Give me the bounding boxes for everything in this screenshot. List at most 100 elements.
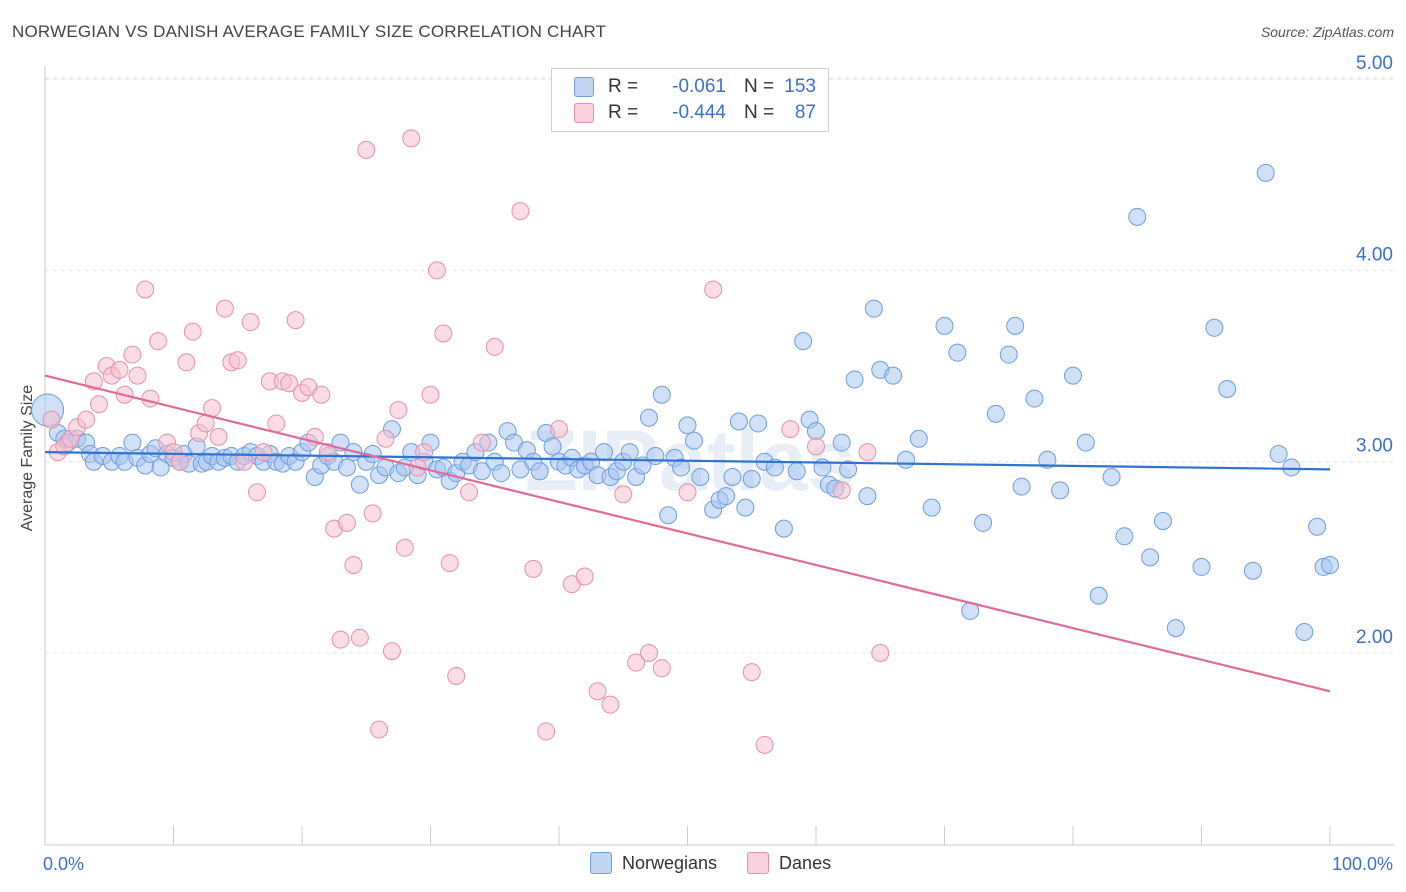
norwegians-point: [646, 446, 665, 465]
legend-r-value: -0.444: [672, 102, 726, 123]
legend-label-norwegians: Norwegians: [622, 852, 718, 873]
norwegians-point: [717, 487, 736, 506]
norwegians-point: [1064, 366, 1082, 385]
danes-point: [742, 663, 761, 682]
danes-point: [170, 452, 189, 471]
danes-point: [123, 345, 142, 364]
legend-row-norwegians: R = -0.061 N = 153: [574, 74, 816, 100]
norwegians-point: [350, 475, 369, 494]
danes-point: [627, 653, 646, 672]
danes-point: [331, 630, 350, 649]
norwegians-point: [1102, 468, 1121, 487]
x-tick-label-max: 100.0%: [1332, 854, 1393, 874]
norwegians-point: [1115, 527, 1134, 546]
danes-point: [832, 481, 851, 500]
norwegians-point: [1076, 433, 1095, 452]
norwegians-point: [1308, 517, 1327, 536]
x-tick-label-min: 0.0%: [43, 854, 84, 874]
norwegians-point: [787, 462, 806, 481]
danes-point: [537, 722, 556, 741]
norwegians-point: [749, 414, 768, 433]
chart-title: NORWEGIAN VS DANISH AVERAGE FAMILY SIZE …: [12, 22, 607, 41]
danes-point: [228, 351, 247, 370]
danes-point: [312, 385, 331, 404]
danes-point: [89, 395, 108, 414]
norwegians-point: [659, 506, 678, 525]
norwegians-point: [1051, 481, 1070, 500]
norwegians-point: [1153, 512, 1172, 531]
norwegians-point: [1141, 548, 1160, 567]
norwegians-point: [1295, 622, 1314, 641]
y-tick-label: 3.00: [1356, 436, 1393, 457]
danes-point: [248, 483, 267, 502]
norwegians-point: [807, 422, 825, 441]
legend-n-key: N =: [744, 76, 775, 97]
danes-trend-line: [44, 374, 1331, 693]
danes-point: [370, 720, 389, 739]
danes-point: [447, 666, 466, 685]
norwegians-point: [1269, 445, 1288, 464]
danes-point: [42, 410, 61, 429]
norwegians-point: [1089, 586, 1108, 605]
danes-point: [110, 360, 129, 379]
series-legend: Norwegians Danes: [590, 852, 861, 874]
danes-point: [755, 735, 774, 754]
norwegians-point: [839, 460, 858, 479]
stats-legend: R = -0.061 N = 153 R = -0.444 N = 87: [551, 68, 829, 132]
danes-point: [77, 410, 96, 429]
norwegians-point: [845, 370, 864, 389]
norwegians-point: [337, 458, 356, 477]
legend-label-danes: Danes: [779, 852, 832, 873]
danes-point: [337, 513, 356, 532]
norwegians-point: [999, 345, 1018, 364]
norwegians-point: [1025, 389, 1044, 408]
danes-point: [215, 299, 234, 318]
danes-point: [858, 443, 877, 462]
norwegians-point: [896, 450, 915, 469]
danes-point: [389, 401, 408, 420]
norwegians-point: [492, 464, 511, 483]
norwegians-point: [672, 458, 691, 477]
danes-point: [136, 280, 155, 299]
legend-swatch-pink: [747, 852, 770, 874]
norwegians-point: [1321, 556, 1339, 575]
danes-point: [781, 420, 800, 439]
norwegians-point: [123, 433, 142, 452]
norwegians-point: [729, 412, 748, 431]
danes-point: [235, 452, 254, 471]
danes-point: [588, 682, 607, 701]
norwegians-point: [1038, 450, 1057, 469]
norwegians-point: [1192, 557, 1211, 576]
norwegians-point: [909, 429, 928, 448]
norwegians-point: [794, 332, 813, 351]
danes-point: [382, 642, 401, 661]
norwegians-point: [1218, 380, 1237, 399]
norwegians-point: [742, 469, 761, 488]
legend-item-danes[interactable]: Danes: [747, 852, 831, 874]
norwegians-point: [765, 458, 784, 477]
norwegians-point: [472, 462, 491, 481]
danes-point: [363, 504, 382, 523]
danes-point: [286, 311, 305, 330]
trend-lines: [44, 374, 1331, 693]
danes-point: [344, 556, 363, 575]
legend-swatch-blue: [590, 852, 612, 874]
norwegians-point: [1282, 458, 1301, 477]
danes-point: [639, 644, 658, 662]
legend-swatch-blue: [574, 77, 594, 97]
danes-point: [704, 280, 723, 299]
grid: [45, 77, 1395, 654]
norwegians-point: [1243, 561, 1262, 580]
norwegians-point: [1006, 316, 1025, 335]
norwegians-point: [684, 431, 703, 450]
legend-n-value: 87: [794, 102, 816, 123]
danes-point: [807, 437, 825, 456]
danes-point: [267, 414, 286, 433]
danes-point: [678, 483, 697, 502]
legend-item-norwegians[interactable]: Norwegians: [590, 852, 717, 874]
danes-point: [871, 644, 890, 662]
norwegians-point: [774, 519, 793, 538]
norwegians-point: [948, 343, 967, 362]
y-tick-label: 2.00: [1356, 627, 1393, 648]
